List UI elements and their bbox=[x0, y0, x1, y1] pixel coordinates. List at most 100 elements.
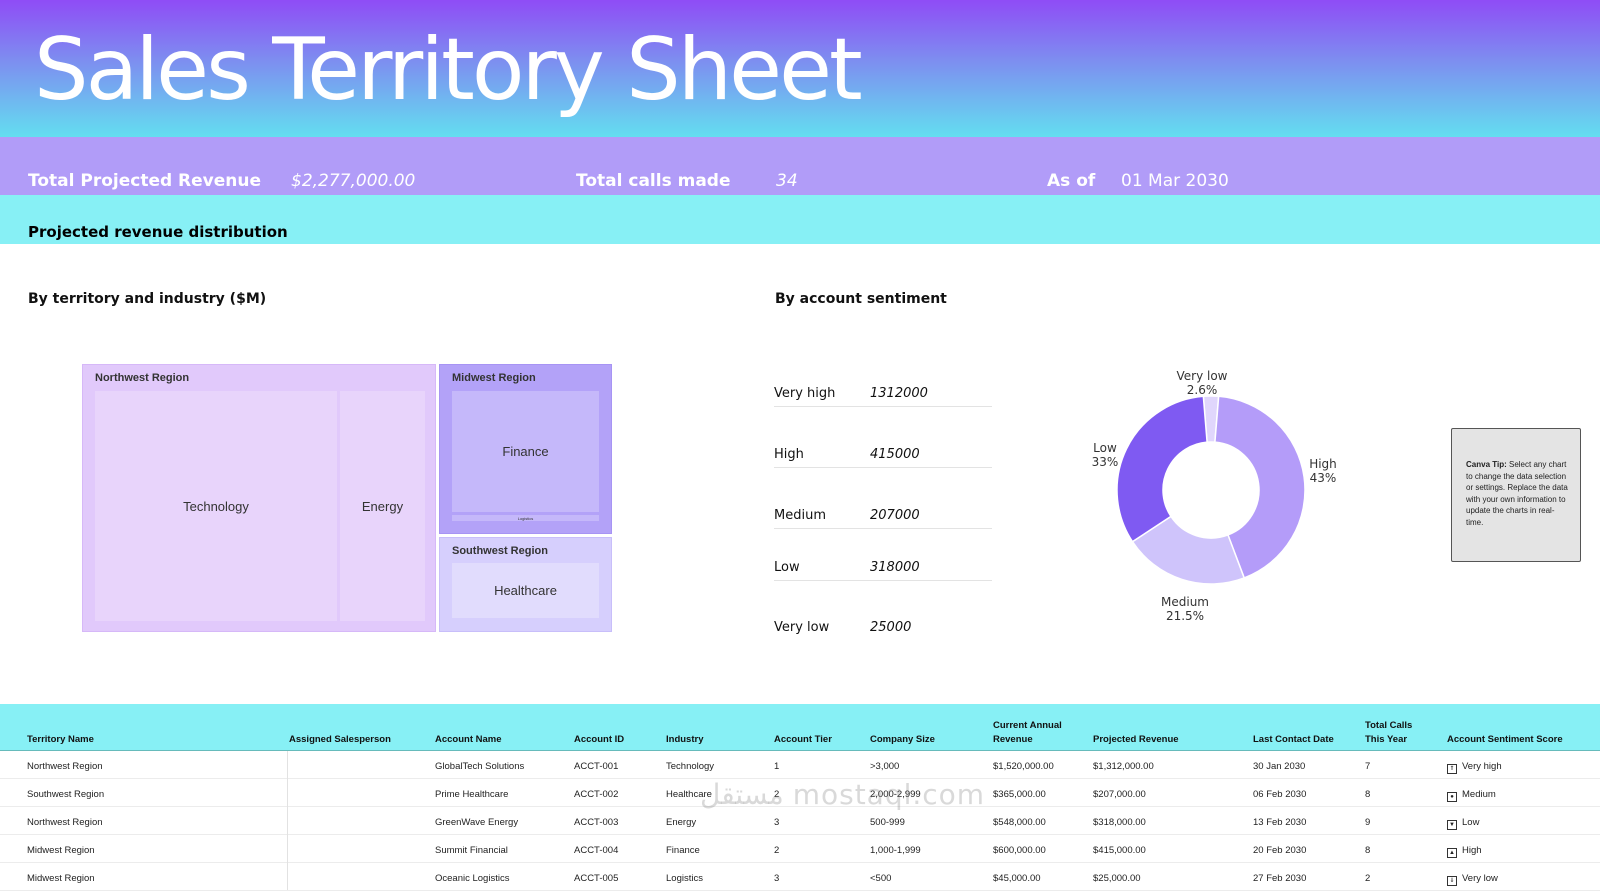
cell-tier[interactable]: 3 bbox=[774, 817, 780, 828]
treemap-cell-logistics[interactable]: Logistics bbox=[452, 515, 599, 521]
cell-size[interactable]: <500 bbox=[870, 873, 892, 884]
cell-tier[interactable]: 3 bbox=[774, 873, 780, 884]
table-row[interactable]: Midwest Region Oceanic Logistics ACCT-005 L… bbox=[0, 863, 1600, 891]
cell-account-name[interactable]: Summit Financial bbox=[435, 845, 508, 856]
pie-label-name: Medium bbox=[1161, 595, 1209, 609]
sentiment-donut-chart[interactable] bbox=[1111, 390, 1311, 590]
treemap-cell-technology[interactable]: Technology bbox=[95, 391, 337, 621]
treemap-cell-energy[interactable]: Energy bbox=[340, 391, 425, 621]
cell-projected[interactable]: $25,000.00 bbox=[1093, 873, 1141, 884]
cell-projected[interactable]: $1,312,000.00 bbox=[1093, 761, 1154, 772]
col-total-calls[interactable]: Total Calls This Year bbox=[1365, 719, 1412, 747]
cell-industry[interactable]: Logistics bbox=[666, 873, 703, 884]
cell-territory[interactable]: Southwest Region bbox=[27, 789, 105, 800]
col-last-contact[interactable]: Last Contact Date bbox=[1253, 734, 1334, 745]
cell-account-name[interactable]: Oceanic Logistics bbox=[435, 873, 510, 884]
cell-account-id[interactable]: ACCT-001 bbox=[574, 761, 619, 772]
cell-territory[interactable]: Midwest Region bbox=[27, 845, 95, 856]
cell-sentiment[interactable]: ▼ Low bbox=[1447, 817, 1479, 830]
cell-industry[interactable]: Finance bbox=[666, 845, 700, 856]
cell-account-id[interactable]: ACCT-004 bbox=[574, 845, 619, 856]
donut-slice-low[interactable] bbox=[1116, 395, 1208, 543]
sentiment-value[interactable]: 25000 bbox=[870, 620, 912, 635]
col-projected-revenue[interactable]: Projected Revenue bbox=[1093, 734, 1179, 745]
cell-size[interactable]: 2,000-2,999 bbox=[870, 789, 921, 800]
cell-projected[interactable]: $415,000.00 bbox=[1093, 845, 1146, 856]
cell-last-contact[interactable]: 30 Jan 2030 bbox=[1253, 761, 1306, 772]
treemap-cell-finance[interactable]: Finance bbox=[452, 391, 599, 512]
cell-current[interactable]: $45,000.00 bbox=[993, 873, 1041, 884]
col-territory[interactable]: Territory Name bbox=[27, 734, 94, 745]
table-header: Territory Name Assigned Salesperson Acco… bbox=[0, 704, 1600, 751]
treemap-cell-healthcare[interactable]: Healthcare bbox=[452, 563, 599, 618]
cell-projected[interactable]: $318,000.00 bbox=[1093, 817, 1146, 828]
cell-calls[interactable]: 8 bbox=[1365, 845, 1371, 856]
table-row[interactable]: Northwest Region GlobalTech Solutions ACCT… bbox=[0, 751, 1600, 779]
cell-sentiment[interactable]: ⇑ Very high bbox=[1447, 761, 1502, 774]
total-calls-value[interactable]: 34 bbox=[776, 171, 798, 191]
sentiment-label: High bbox=[774, 447, 804, 462]
cell-calls[interactable]: 9 bbox=[1365, 817, 1371, 828]
sentiment-value[interactable]: 415000 bbox=[870, 447, 920, 462]
cell-current[interactable]: $365,000.00 bbox=[993, 789, 1046, 800]
total-revenue-value[interactable]: $2,277,000.00 bbox=[291, 171, 416, 191]
page-title: Sales Territory Sheet bbox=[34, 20, 863, 120]
col-total-calls-line2: This Year bbox=[1365, 734, 1408, 745]
cell-industry[interactable]: Healthcare bbox=[666, 789, 712, 800]
cell-account-name[interactable]: GlobalTech Solutions bbox=[435, 761, 525, 772]
table-row[interactable]: Northwest Region GreenWave Energy ACCT-003… bbox=[0, 807, 1600, 835]
treemap-region-southwest[interactable]: Southwest Region Healthcare bbox=[439, 537, 612, 632]
cell-industry[interactable]: Energy bbox=[666, 817, 697, 828]
cell-size[interactable]: >3,000 bbox=[870, 761, 900, 772]
sentiment-value[interactable]: 318000 bbox=[870, 560, 920, 575]
cell-size[interactable]: 500-999 bbox=[870, 817, 905, 828]
sentiment-value[interactable]: 1312000 bbox=[870, 386, 928, 401]
cell-account-id[interactable]: ACCT-002 bbox=[574, 789, 619, 800]
as-of-date[interactable]: 01 Mar 2030 bbox=[1121, 171, 1229, 191]
col-salesperson[interactable]: Assigned Salesperson bbox=[289, 734, 391, 745]
cell-projected[interactable]: $207,000.00 bbox=[1093, 789, 1146, 800]
treemap-region-midwest[interactable]: Midwest Region Finance Logistics bbox=[439, 364, 612, 534]
col-tier[interactable]: Account Tier bbox=[774, 734, 832, 745]
sentiment-value[interactable]: 207000 bbox=[870, 508, 920, 523]
cell-last-contact[interactable]: 20 Feb 2030 bbox=[1253, 845, 1307, 856]
cell-account-name[interactable]: GreenWave Energy bbox=[435, 817, 519, 828]
cell-tier[interactable]: 2 bbox=[774, 789, 780, 800]
cell-account-name[interactable]: Prime Healthcare bbox=[435, 789, 509, 800]
cell-last-contact[interactable]: 13 Feb 2030 bbox=[1253, 817, 1307, 828]
cell-calls[interactable]: 7 bbox=[1365, 761, 1371, 772]
cell-sentiment[interactable]: ⇓ Very low bbox=[1447, 873, 1498, 886]
donut-slice-high[interactable] bbox=[1214, 395, 1306, 579]
cell-industry[interactable]: Technology bbox=[666, 761, 715, 772]
cell-account-id[interactable]: ACCT-005 bbox=[574, 873, 619, 884]
cell-account-id[interactable]: ACCT-003 bbox=[574, 817, 619, 828]
cell-territory[interactable]: Northwest Region bbox=[27, 761, 103, 772]
col-sentiment[interactable]: Account Sentiment Score bbox=[1447, 734, 1563, 745]
col-current-revenue[interactable]: Current Annual Revenue bbox=[993, 719, 1062, 747]
cell-territory[interactable]: Midwest Region bbox=[27, 873, 95, 884]
treemap-region-northwest[interactable]: Northwest Region Technology Energy bbox=[82, 364, 436, 632]
cell-tier[interactable]: 2 bbox=[774, 845, 780, 856]
cell-last-contact[interactable]: 27 Feb 2030 bbox=[1253, 873, 1307, 884]
table-row[interactable]: Southwest Region Prime Healthcare ACCT-002… bbox=[0, 779, 1600, 807]
cell-calls[interactable]: 8 bbox=[1365, 789, 1371, 800]
cell-current[interactable]: $1,520,000.00 bbox=[993, 761, 1054, 772]
cell-current[interactable]: $600,000.00 bbox=[993, 845, 1046, 856]
col-size[interactable]: Company Size bbox=[870, 734, 935, 745]
cell-size[interactable]: 1,000-1,999 bbox=[870, 845, 921, 856]
pie-label-name: Low bbox=[1093, 441, 1117, 455]
cell-tier[interactable]: 1 bbox=[774, 761, 780, 772]
cell-last-contact[interactable]: 06 Feb 2030 bbox=[1253, 789, 1307, 800]
cell-sentiment[interactable]: ▲ High bbox=[1447, 845, 1482, 858]
sentiment-indicator-icon: ● bbox=[1447, 792, 1457, 802]
col-account-id[interactable]: Account ID bbox=[574, 734, 625, 745]
col-account-name[interactable]: Account Name bbox=[435, 734, 502, 745]
canva-tip-box: Canva Tip: Select any chart to change th… bbox=[1451, 428, 1581, 562]
cell-current[interactable]: $548,000.00 bbox=[993, 817, 1046, 828]
col-industry[interactable]: Industry bbox=[666, 734, 704, 745]
cell-sentiment[interactable]: ● Medium bbox=[1447, 789, 1496, 802]
table-row[interactable]: Midwest Region Summit Financial ACCT-004 Fi… bbox=[0, 835, 1600, 863]
cell-calls[interactable]: 2 bbox=[1365, 873, 1371, 884]
cell-territory[interactable]: Northwest Region bbox=[27, 817, 103, 828]
pie-label-low: Low 33% bbox=[1090, 441, 1120, 470]
